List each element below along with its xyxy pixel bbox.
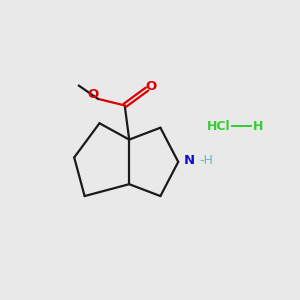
Text: -H: -H (199, 154, 213, 166)
Text: HCl: HCl (206, 120, 230, 133)
Text: N: N (184, 154, 195, 166)
Text: O: O (145, 80, 156, 93)
Text: H: H (253, 120, 263, 133)
Text: O: O (87, 88, 98, 101)
